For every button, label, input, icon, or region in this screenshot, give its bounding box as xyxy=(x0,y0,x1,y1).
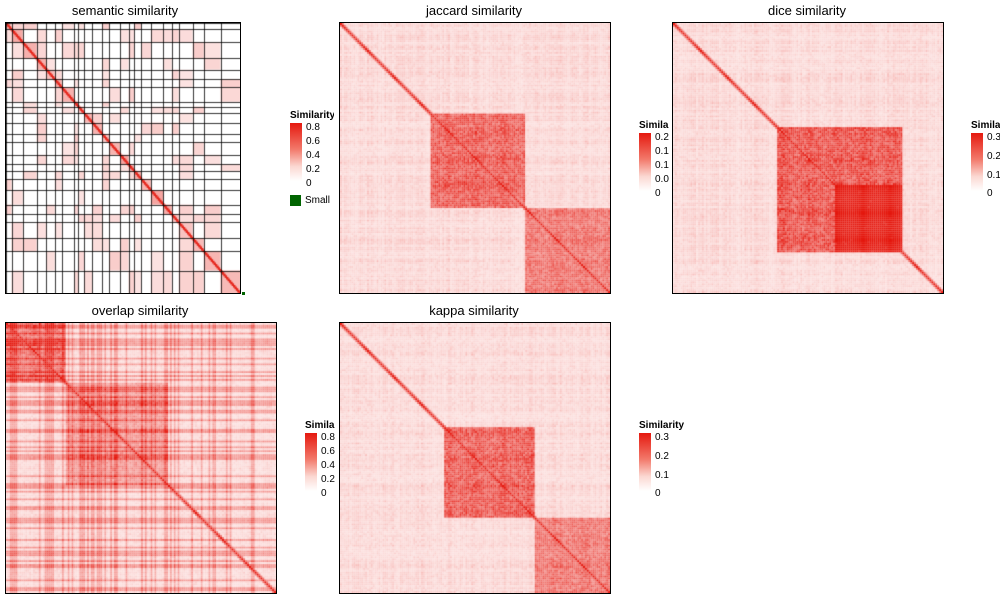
legend-title: Simila xyxy=(639,120,669,131)
legend-color-bar xyxy=(639,133,651,191)
legend-title: Simila xyxy=(971,120,1000,131)
legend-title: Similarity xyxy=(639,420,685,431)
legend-tick: 0.1 xyxy=(655,146,669,157)
legend-tick: 0.0 xyxy=(655,174,669,185)
semantic-panel: semantic similarity xyxy=(0,0,250,300)
semantic-title: semantic similarity xyxy=(71,3,179,18)
dice-heatmap xyxy=(672,22,944,294)
legend-tick: 0 xyxy=(655,188,661,199)
legend-tick: 0.6 xyxy=(321,446,335,457)
jaccard-panel: jaccard similarity xyxy=(334,0,614,300)
dice-panel: dice similarity xyxy=(667,0,947,300)
legend-tick: 0.1 xyxy=(987,170,1000,181)
legend-tick: 0.4 xyxy=(321,460,335,471)
legend-color-bar xyxy=(305,433,317,491)
dice-title: dice similarity xyxy=(767,3,846,18)
small-cluster-swatch xyxy=(290,195,301,206)
legend-title: Simila xyxy=(305,420,335,431)
legend-tick: 0.3 xyxy=(987,132,1000,143)
jaccard-title: jaccard similarity xyxy=(425,3,523,18)
legend-tick: 0.2 xyxy=(987,151,1000,162)
legend-tick: 0.4 xyxy=(306,150,320,161)
small-cluster-marker xyxy=(242,292,245,295)
legend-tick: 0.2 xyxy=(655,451,669,462)
legend-tick: 0.8 xyxy=(306,122,320,133)
legend-color-bar xyxy=(971,133,983,191)
legend-tick: 0.1 xyxy=(655,470,669,481)
overlap-panel: overlap similarity xyxy=(0,300,280,600)
legend-tick: 0.2 xyxy=(306,164,320,175)
jaccard-heatmap xyxy=(339,22,611,294)
legend-tick: 0 xyxy=(321,488,327,499)
legend-tick: 0 xyxy=(655,488,661,499)
legend-tick: 0 xyxy=(306,178,312,189)
kappa-title: kappa similarity xyxy=(429,303,519,318)
semantic-heatmap xyxy=(5,22,241,294)
overlap-title: overlap similarity xyxy=(91,303,189,318)
legend-title: Similarity xyxy=(290,110,334,121)
legend-color-bar xyxy=(639,433,651,491)
legend-tick: 0.2 xyxy=(655,132,669,143)
legend-tick: 0.2 xyxy=(321,474,335,485)
legend-tick: 0 xyxy=(987,188,993,199)
overlap-legend: Simila 0.8 0.6 0.4 0.2 0 xyxy=(305,420,335,505)
kappa-legend: Similarity 0.3 0.2 0.1 0 xyxy=(639,420,699,505)
small-cluster-label: Small xyxy=(305,195,331,206)
legend-color-bar xyxy=(290,123,302,181)
legend-tick: 0.1 xyxy=(655,160,669,171)
kappa-heatmap xyxy=(339,322,611,594)
legend-tick: 0.6 xyxy=(306,136,320,147)
legend-tick: 0.3 xyxy=(655,432,669,443)
jaccard-legend: Simila 0.2 0.1 0.1 0.0 0 xyxy=(639,120,669,205)
overlap-heatmap xyxy=(5,322,277,594)
legend-tick: 0.8 xyxy=(321,432,335,443)
kappa-panel: kappa similarity xyxy=(334,300,614,600)
dice-legend: Simila 0.3 0.2 0.1 0 xyxy=(971,120,1000,205)
semantic-legend: Similarity 0.8 0.6 0.4 0.2 0 Small xyxy=(290,110,334,210)
